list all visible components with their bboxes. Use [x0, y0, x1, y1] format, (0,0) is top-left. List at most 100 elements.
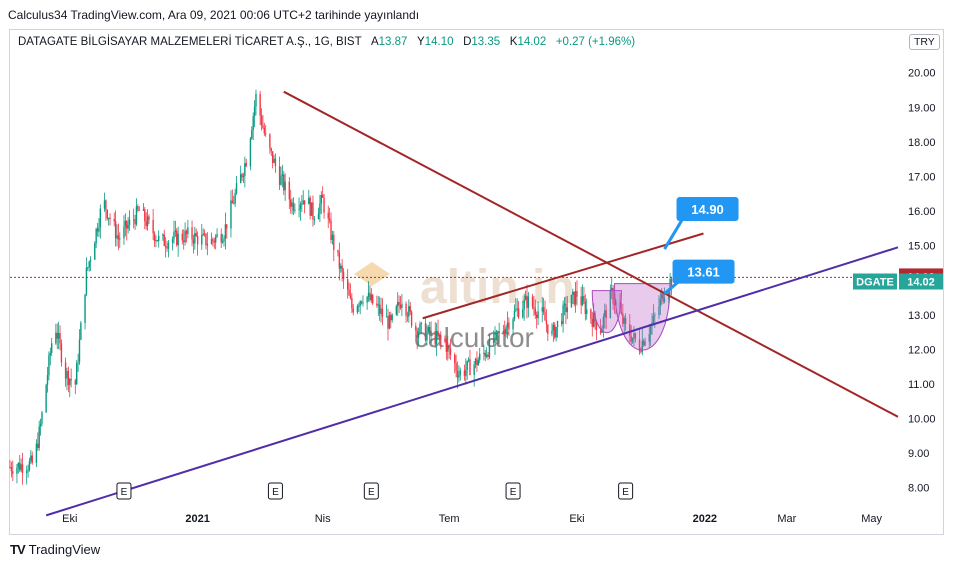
candle-body — [290, 199, 292, 207]
candle-body — [604, 310, 606, 317]
chart-frame — [9, 29, 944, 535]
candle-body — [94, 243, 96, 260]
candle-body — [202, 233, 204, 236]
candle-body — [174, 230, 177, 232]
candle-body — [302, 200, 304, 204]
candle-body — [298, 209, 300, 211]
candle-body — [640, 351, 642, 353]
candle-body — [419, 324, 421, 333]
candle-body — [534, 308, 536, 315]
candle-body — [230, 200, 232, 229]
candle-body — [437, 330, 439, 336]
candle-body — [487, 354, 489, 358]
instrument-title: DATAGATE BİLGİSAYAR MALZEMELERİ TİCARET … — [18, 36, 362, 48]
candle-body — [113, 218, 115, 222]
candle-body — [380, 308, 382, 314]
candle-body — [156, 240, 159, 242]
candle-body — [408, 306, 410, 317]
y-tick-label: 16.00 — [908, 206, 936, 218]
candle-body — [409, 306, 411, 312]
last-price-label: 14.02 — [907, 276, 935, 288]
candle-body — [251, 130, 253, 139]
low-value: 13.35 — [471, 36, 501, 48]
candle-body — [473, 364, 475, 376]
callout-box — [676, 197, 739, 222]
callout-label: 13.61 — [687, 265, 720, 280]
candle-body — [312, 202, 314, 220]
candle-body — [580, 296, 582, 306]
candle-body — [399, 304, 402, 308]
candle-body — [533, 306, 535, 309]
x-tick-label: Tem — [439, 513, 460, 525]
candle-body — [648, 334, 650, 342]
candle-body — [67, 370, 70, 386]
candle-body — [216, 234, 218, 237]
candle-body — [417, 332, 420, 338]
tradingview-logo-icon: TV — [10, 542, 26, 557]
candle-body — [504, 331, 506, 334]
candle-body — [517, 308, 520, 318]
candle-body — [377, 304, 379, 306]
candle-body — [467, 359, 470, 361]
candle-body — [28, 461, 31, 470]
candle-body — [244, 163, 246, 176]
candle-body — [25, 471, 28, 473]
candle-body — [340, 265, 342, 269]
candle-body — [445, 341, 448, 352]
candle-body — [456, 370, 459, 378]
candle-body — [99, 208, 102, 228]
candle-body — [35, 443, 38, 463]
candle-body — [605, 310, 607, 319]
candle-body — [590, 309, 592, 319]
currency-button[interactable]: TRY — [909, 34, 940, 50]
candle-body — [359, 301, 361, 306]
candle-body — [337, 249, 339, 253]
candle-body — [185, 230, 188, 235]
candle-body — [349, 295, 352, 299]
candle-body — [260, 115, 263, 126]
candle-body — [105, 200, 107, 210]
candle-body — [231, 200, 234, 204]
candle-body — [631, 337, 634, 342]
candle-body — [55, 332, 57, 344]
candle-body — [31, 455, 33, 463]
candle-body — [288, 181, 291, 200]
candle-body — [17, 463, 20, 468]
candle-body — [435, 330, 438, 345]
candle-body — [551, 330, 553, 334]
candle-body — [38, 426, 40, 448]
watermark-calculator: calculator — [414, 322, 534, 353]
candle-body — [338, 252, 341, 269]
earnings-marker — [116, 482, 132, 500]
candle-body — [591, 318, 593, 327]
candle-body — [427, 326, 429, 333]
trendline-resistance — [283, 90, 899, 418]
candle-body — [226, 224, 228, 229]
candle-body — [552, 324, 555, 331]
candle-body — [620, 311, 623, 314]
candle-body — [554, 324, 556, 338]
candle-body — [119, 238, 121, 240]
candle-body — [138, 209, 140, 211]
candle-body — [223, 238, 225, 242]
candle-body — [116, 235, 118, 239]
candle-body — [556, 321, 559, 328]
candle-body — [280, 176, 282, 185]
candle-body — [542, 307, 545, 313]
candle-body — [609, 290, 612, 319]
candle-body — [649, 326, 652, 335]
candle-body — [485, 354, 488, 357]
candle-body — [95, 228, 97, 244]
candle-body — [415, 325, 417, 331]
candle-body — [453, 354, 456, 364]
watermark-logo-icon — [354, 262, 390, 286]
candle-body — [224, 224, 227, 239]
candle-body — [633, 333, 635, 338]
x-tick-label: May — [861, 513, 882, 525]
candle-body — [430, 330, 432, 335]
x-tick-label: 2022 — [693, 513, 717, 525]
trendline-channel-top — [422, 232, 704, 320]
candle-body — [157, 235, 160, 241]
candle-body — [474, 358, 477, 365]
